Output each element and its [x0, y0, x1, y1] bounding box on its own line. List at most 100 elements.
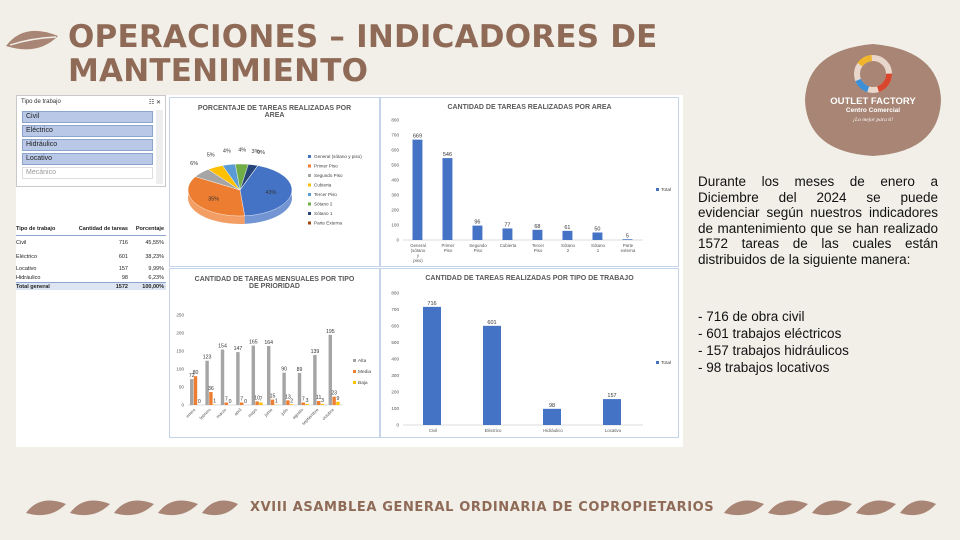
pie-chart: PORCENTAJE DE TAREAS REALIZADAS POR AREA…	[169, 97, 380, 267]
legend-entry: General (sótano y piso)	[314, 154, 362, 159]
y-tick-label: 200	[391, 208, 399, 213]
y-tick-label: 200	[176, 331, 184, 336]
data-label: 36	[208, 386, 214, 392]
data-label: 3	[321, 398, 324, 404]
bar	[423, 306, 441, 425]
x-tick-label: Parte	[623, 243, 634, 248]
legend-swatch	[308, 183, 311, 187]
data-label: 147	[234, 346, 243, 352]
filter-clear-icon[interactable]: ☷ ✕	[148, 100, 161, 106]
data-label: 7	[225, 396, 228, 402]
data-label: 23	[331, 391, 337, 397]
data-label: 123	[203, 355, 212, 361]
bar	[603, 399, 621, 425]
x-tick-label: Civil	[429, 428, 437, 433]
bar	[220, 349, 225, 405]
legend-entry: Total	[661, 187, 671, 193]
y-tick-label: 800	[391, 291, 399, 296]
bar	[336, 401, 340, 405]
data-label: 7	[240, 396, 243, 402]
bar	[332, 396, 336, 405]
slicer-item[interactable]: Hidráulico	[22, 139, 153, 151]
slicer-tipo-trabajo[interactable]: Tipo de trabajo ☷ ✕ Civil Eléctrico Hidrá…	[16, 95, 166, 187]
logo-sub: Centro Comercial	[846, 107, 900, 114]
slicer-scrollbar[interactable]	[156, 110, 163, 184]
slicer-item[interactable]: Civil	[22, 111, 153, 123]
data-label: 139	[311, 349, 320, 355]
legend-swatch	[308, 221, 311, 225]
y-tick-label: 400	[391, 357, 399, 362]
x-tick-label: Piso	[474, 248, 483, 253]
x-tick-label: Sótano	[591, 243, 605, 248]
data-label: 154	[218, 344, 227, 350]
bar	[297, 372, 302, 405]
data-label: 61	[564, 225, 570, 231]
x-tick-label: octubre	[321, 407, 335, 421]
legend-swatch	[308, 212, 311, 215]
x-tick-label: septiembre	[301, 407, 320, 426]
y-tick-label: 100	[176, 367, 184, 372]
chart-title: CANTIDAD DE TAREAS MENSUALES POR TIPO DE…	[194, 276, 355, 290]
legend-entry: Cubierta	[314, 183, 332, 188]
table-header: Tipo de trabajo Cantidad de tareas Porce…	[16, 222, 166, 236]
bar	[328, 334, 333, 405]
y-tick-label: 100	[391, 406, 399, 411]
monthly-bar-chart: CANTIDAD DE TAREAS MENSUALES POR TIPO DE…	[169, 268, 380, 438]
pie-data-label: 35%	[208, 196, 219, 202]
description-text: Durante los meses de enero a Diciembre d…	[698, 174, 938, 267]
x-tick-label: Sótano	[561, 243, 575, 248]
data-label: 546	[443, 152, 452, 158]
slicer-item[interactable]: Eléctrico	[22, 125, 153, 137]
legend-entry: Media	[358, 369, 371, 375]
bar	[236, 352, 240, 405]
y-tick-label: 150	[176, 349, 184, 354]
data-label: 716	[427, 301, 436, 307]
y-tick-label: 600	[391, 148, 399, 153]
bar	[472, 225, 483, 240]
slicer-item[interactable]: Mecánico	[22, 167, 153, 179]
bar	[313, 354, 317, 405]
bar	[442, 158, 453, 240]
legend-swatch	[353, 381, 356, 384]
y-tick-label: 0	[396, 238, 399, 243]
legend-entry: Parte Externa	[314, 221, 343, 226]
bar	[209, 392, 213, 405]
y-tick-label: 400	[391, 178, 399, 183]
list-item: - 601 trabajos eléctricos	[698, 326, 842, 341]
table-row: Eléctrico 601 38,23%	[16, 254, 164, 260]
logo-brand: OUTLET FACTORY	[830, 96, 916, 107]
bar	[622, 239, 633, 240]
bar	[251, 345, 256, 405]
bar	[412, 139, 423, 240]
x-tick-label: 2	[567, 248, 570, 253]
data-label: 0	[244, 399, 247, 405]
list-item: - 716 de obra civil	[698, 309, 805, 324]
data-label: 15	[270, 394, 276, 400]
legend-swatch	[308, 174, 311, 177]
slicer-item[interactable]: Locativo	[22, 153, 153, 165]
legend-entry: Total	[661, 360, 671, 366]
bar	[301, 402, 306, 405]
bar	[562, 230, 573, 240]
y-tick-label: 600	[391, 324, 399, 329]
data-label: 89	[297, 367, 303, 373]
legend-entry: Sótano 2	[314, 202, 333, 207]
bar	[532, 229, 543, 240]
x-tick-label: marzo	[215, 407, 228, 420]
data-label: 157	[607, 393, 616, 399]
col-header: Tipo de trabajo	[16, 225, 56, 232]
data-label: 0	[229, 399, 232, 405]
bar	[592, 232, 603, 240]
logo-tagline: ¡Lo mejor para ti!	[853, 117, 893, 123]
pie-data-label: 5%	[207, 153, 215, 159]
x-tick-label: abril	[233, 407, 242, 416]
data-label: 77	[504, 222, 510, 228]
bar	[190, 379, 194, 405]
x-tick-label: Locativo	[605, 428, 622, 433]
legend-entry: Segundo Piso	[314, 173, 343, 178]
y-tick-label: 0	[181, 403, 184, 408]
y-tick-label: 300	[391, 373, 399, 378]
legend-entry: Baja	[358, 380, 368, 386]
footer-title: XVIII ASAMBLEA GENERAL ORDINARIA DE COPR…	[250, 500, 715, 515]
data-label: 1	[213, 399, 216, 405]
